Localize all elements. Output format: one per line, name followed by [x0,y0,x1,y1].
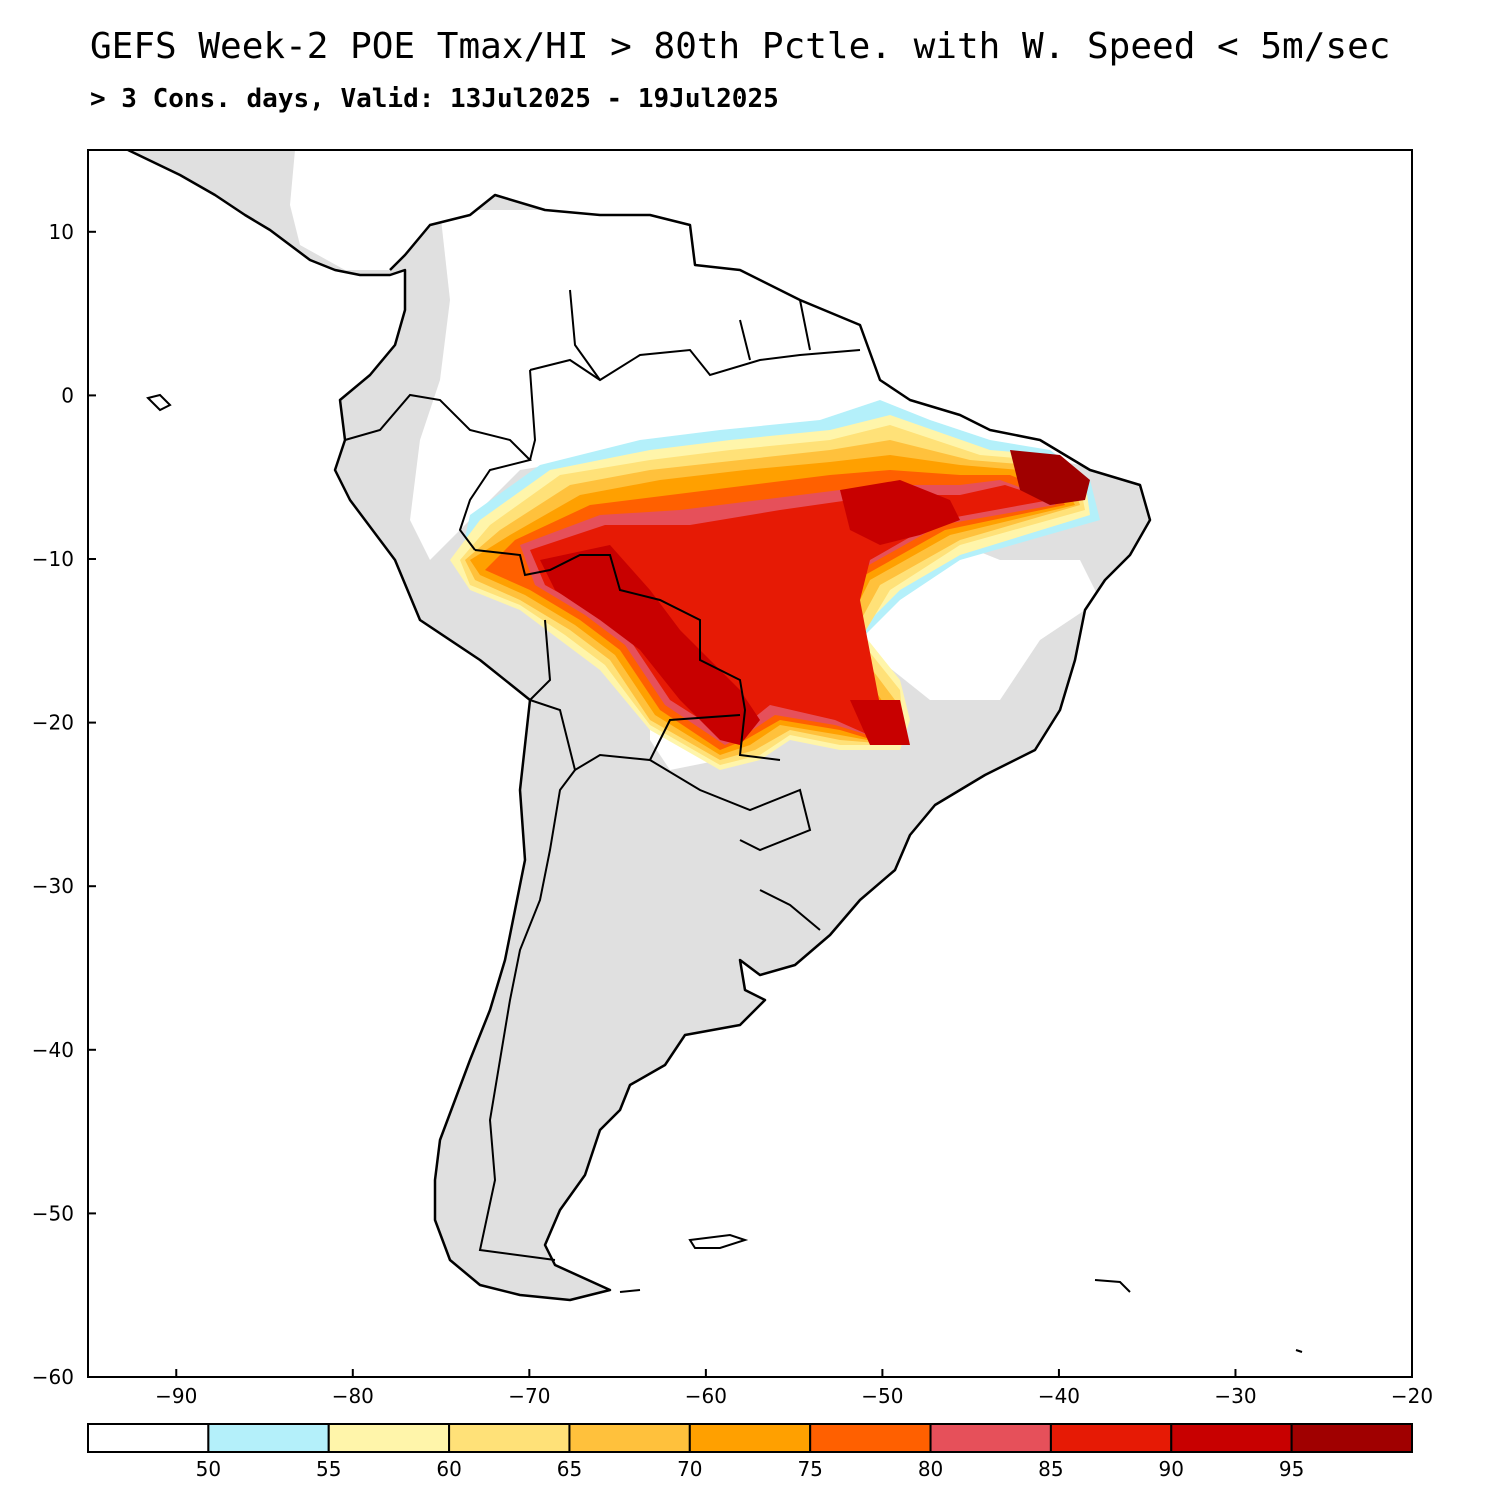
colorbar: 50 55 60 65 70 75 80 85 90 95 [87,1423,1413,1481]
colorbar-swatch [1290,1423,1413,1453]
shaded-field [410,210,1150,770]
colorbar-swatch [809,1423,932,1453]
lon-tick-label: −30 [1214,1384,1256,1408]
colorbar-swatch [1170,1423,1293,1453]
lon-tick-label: −20 [1391,1384,1433,1408]
longitude-axis: −90 −80 −70 −60 −50 −40 −30 −20 [155,1369,1433,1408]
map-title: GEFS Week-2 POE Tmax/HI > 80th Pctle. wi… [90,26,1391,67]
lat-tick-label: −30 [32,874,74,898]
map-subtitle: > 3 Cons. days, Valid: 13Jul2025 - 19Jul… [90,84,779,114]
islands [146,393,1303,1353]
colorbar-swatch [568,1423,691,1453]
lon-tick-label: −40 [1038,1384,1080,1408]
lat-tick-label: −60 [32,1365,74,1389]
colorbar-label: 95 [1279,1457,1304,1481]
colorbar-swatch [1049,1423,1173,1453]
coastline [127,150,1152,1302]
colorbar-swatch [207,1423,330,1453]
lon-tick-label: −60 [685,1384,727,1408]
colorbar-label: 55 [316,1457,341,1481]
colorbar-swatch [688,1423,812,1453]
colorbar-label: 50 [196,1457,221,1481]
colorbar-label: 70 [677,1457,702,1481]
latitude-axis: 10 0 −10 −20 −30 −40 −50 −60 [32,220,96,1389]
colorbar-swatch [448,1423,571,1453]
plot-frame [87,149,1413,1378]
lat-tick-label: 0 [61,383,74,407]
colorbar-label: 60 [436,1457,461,1481]
lat-tick-label: 10 [49,220,74,244]
lat-tick-label: −10 [32,547,74,571]
colorbar-label: 80 [918,1457,943,1481]
colorbar-label: 90 [1159,1457,1184,1481]
colorbar-label: 75 [797,1457,822,1481]
lat-tick-label: −20 [32,711,74,735]
colorbar-label: 85 [1038,1457,1063,1481]
colorbar-swatch [87,1423,210,1453]
lon-tick-label: −80 [332,1384,374,1408]
colorbar-label: 65 [557,1457,582,1481]
country-borders [344,289,861,1261]
colorbar-swatch [327,1423,451,1453]
lat-tick-label: −50 [32,1201,74,1225]
lon-tick-label: −90 [155,1384,197,1408]
lat-tick-label: −40 [32,1038,74,1062]
colorbar-swatch [929,1423,1052,1453]
lon-tick-label: −50 [861,1384,903,1408]
lon-tick-label: −70 [508,1384,550,1408]
